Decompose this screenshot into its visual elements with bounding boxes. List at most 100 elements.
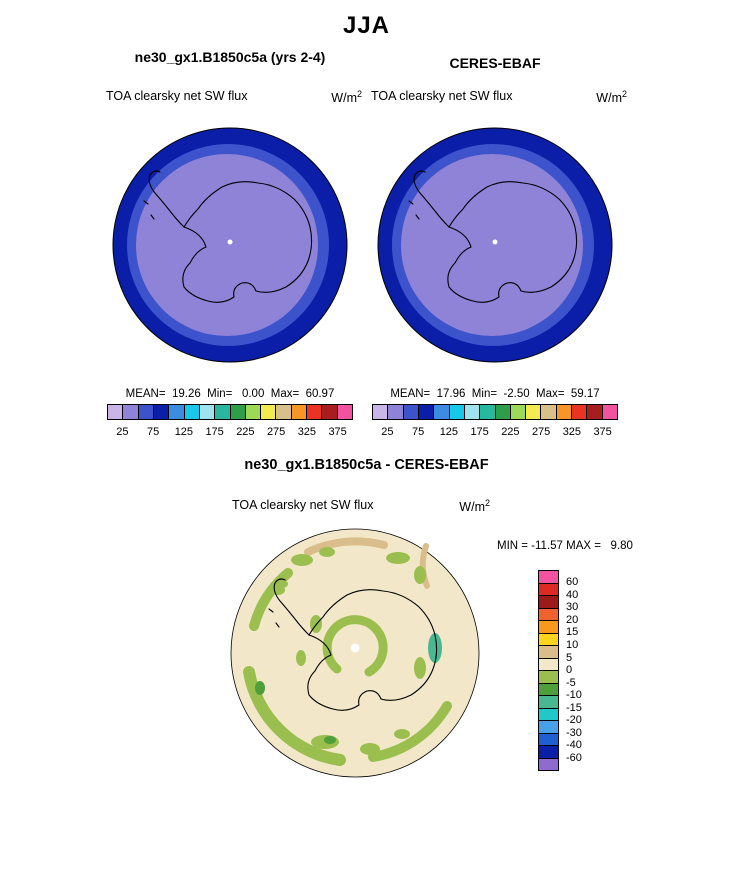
colorbar-cell xyxy=(494,404,511,420)
colorbar-cell xyxy=(290,404,308,420)
tick-label: -40 xyxy=(566,739,582,752)
colorbar-cell xyxy=(198,404,216,420)
colorbar-cell xyxy=(538,620,559,634)
tick-label: 25 xyxy=(116,426,129,438)
tick-label: -15 xyxy=(566,701,582,714)
colorbar-cell xyxy=(260,404,277,420)
obs-colorbar xyxy=(372,404,618,420)
colorbar-cell xyxy=(555,404,573,420)
tick-label: 75 xyxy=(412,426,425,438)
model-colorbar-ticks: 25 75 125 175 225 275 325 375 xyxy=(107,426,353,438)
colorbar-cell xyxy=(336,404,353,420)
pole-dot xyxy=(492,239,498,245)
colorbar-cell xyxy=(538,745,559,759)
polar-map-obs xyxy=(377,127,613,363)
tick-label: 25 xyxy=(381,426,394,438)
model-colorbar xyxy=(107,404,353,420)
colorbar-cell xyxy=(538,607,559,621)
obs-panel-title: CERES-EBAF xyxy=(449,55,541,71)
diff-panel-title: ne30_gx1.B1850c5a - CERES-EBAF xyxy=(244,457,489,473)
model-field-label: TOA clearsky net SW flux xyxy=(106,89,248,103)
colorbar-cell xyxy=(601,404,618,420)
colorbar-cell xyxy=(525,404,542,420)
colorbar-cell xyxy=(433,404,450,420)
colorbar-cell xyxy=(538,582,559,596)
colorbar-cell xyxy=(372,404,389,420)
colorbar-cell xyxy=(538,732,559,746)
diff-units-label: W/m2 xyxy=(459,498,490,515)
obs-stats-line: MEAN= 17.96 Min= -2.50 Max= 59.17 xyxy=(390,388,600,400)
diff-map xyxy=(230,528,480,778)
colorbar-cell xyxy=(306,404,323,420)
colorbar-cell xyxy=(168,404,185,420)
colorbar-cell xyxy=(538,632,559,646)
tan-positive-anomalies xyxy=(304,537,430,589)
colorbar-cell xyxy=(402,404,419,420)
figure-title: JJA xyxy=(342,12,391,39)
colorbar-cell xyxy=(538,682,559,696)
tick-label: 10 xyxy=(566,639,579,652)
tick-label: 125 xyxy=(439,426,459,438)
colorbar-cell xyxy=(571,404,588,420)
tick-label: -20 xyxy=(566,714,582,727)
tick-label: 275 xyxy=(531,426,551,438)
tick-label: 40 xyxy=(566,588,579,601)
colorbar-cell xyxy=(586,404,603,420)
tick-label: -60 xyxy=(566,751,582,764)
tick-label: 375 xyxy=(593,426,612,438)
seafoam-anomaly xyxy=(428,633,442,663)
diff-colorbar xyxy=(538,570,559,771)
colorbar-cell xyxy=(321,404,338,420)
tick-label: -5 xyxy=(566,676,576,689)
tick-label: 225 xyxy=(236,426,255,438)
colorbar-cell xyxy=(244,404,262,420)
tick-label: 15 xyxy=(566,626,579,639)
tick-label: 375 xyxy=(328,426,347,438)
low-flux-interior xyxy=(136,154,318,336)
tick-label: 125 xyxy=(174,426,194,438)
colorbar-cell xyxy=(538,657,559,671)
colorbar-cell xyxy=(538,707,559,721)
colorbar-cell xyxy=(183,404,200,420)
diff-colorbar-ticks: 60 40 30 20 15 10 5 0 -5 -10 -15 -20 -30 -40 -60 xyxy=(566,576,582,764)
diff-minmax-label: MIN = -11.57 MAX = 9.80 xyxy=(497,540,633,552)
colorbar-cell xyxy=(137,404,154,420)
colorbar-cell xyxy=(538,570,559,584)
map-boundary xyxy=(230,528,480,778)
tick-label: 225 xyxy=(501,426,520,438)
colorbar-cell xyxy=(448,404,465,420)
colorbar-cell xyxy=(538,670,559,684)
colorbar-cell xyxy=(107,404,124,420)
colorbar-cell xyxy=(479,404,496,420)
tick-label: 20 xyxy=(566,613,579,626)
pole-dot xyxy=(350,643,360,653)
tick-label: -30 xyxy=(566,726,582,739)
green-negative-anomalies xyxy=(243,547,452,766)
colorbar-cell xyxy=(540,404,557,420)
tick-label: 60 xyxy=(566,576,579,589)
tick-label: 275 xyxy=(266,426,286,438)
diff-field-row: TOA clearsky net SW flux W/m2 xyxy=(232,498,490,514)
model-units-label: W/m2 xyxy=(331,89,362,106)
model-panel-title: ne30_gx1.B1850c5a (yrs 2-4) xyxy=(134,49,326,65)
tick-label: -10 xyxy=(566,689,582,702)
obs-field-row: TOA clearsky net SW flux W/m2 xyxy=(371,89,627,105)
colorbar-cell xyxy=(122,404,139,420)
obs-units-label: W/m2 xyxy=(596,89,627,106)
colorbar-cell xyxy=(387,404,404,420)
tick-label: 5 xyxy=(566,651,573,664)
colorbar-cell xyxy=(538,695,559,709)
tick-label: 325 xyxy=(297,426,317,438)
colorbar-cell xyxy=(538,720,559,734)
colorbar-cell xyxy=(417,404,435,420)
model-stats-line: MEAN= 19.26 Min= 0.00 Max= 60.97 xyxy=(125,388,335,400)
model-field-row: TOA clearsky net SW flux W/m2 xyxy=(106,89,362,105)
tick-label: 175 xyxy=(470,426,489,438)
colorbar-cell xyxy=(214,404,231,420)
colorbar-cell xyxy=(538,595,559,609)
tick-label: 30 xyxy=(566,601,579,614)
obs-colorbar-ticks: 25 75 125 175 225 275 325 375 xyxy=(372,426,618,438)
colorbar-cell xyxy=(509,404,527,420)
diff-field-label: TOA clearsky net SW flux xyxy=(232,498,374,512)
